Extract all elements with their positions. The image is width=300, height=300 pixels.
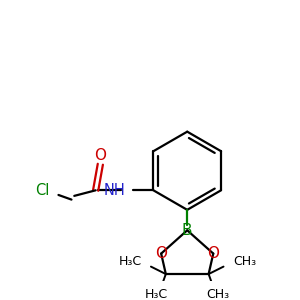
Text: O: O [94, 148, 106, 164]
Text: NH: NH [104, 183, 125, 198]
Text: H₃C: H₃C [118, 254, 142, 268]
Text: O: O [207, 246, 219, 261]
Text: O: O [155, 246, 167, 261]
Text: CH₃: CH₃ [233, 254, 256, 268]
Text: H₃C: H₃C [145, 288, 168, 300]
Text: B: B [182, 223, 193, 238]
Text: Cl: Cl [35, 183, 49, 198]
Text: CH₃: CH₃ [206, 288, 230, 300]
